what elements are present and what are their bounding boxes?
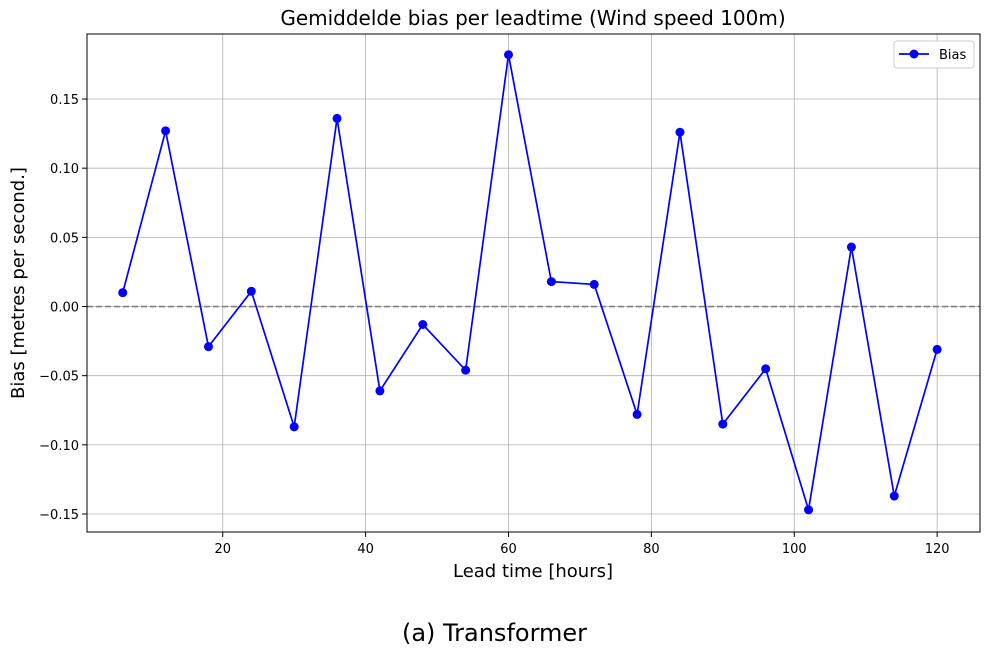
y-tick-label: −0.05 bbox=[39, 370, 79, 385]
data-point bbox=[804, 505, 814, 515]
data-point bbox=[718, 419, 728, 429]
data-point bbox=[846, 242, 856, 252]
data-point bbox=[289, 422, 299, 432]
x-axis-ticks: 20 40 60 80 100 120 bbox=[214, 532, 950, 557]
data-point bbox=[418, 320, 428, 329]
x-tick-label: 40 bbox=[357, 542, 374, 557]
legend-marker-bias bbox=[909, 49, 919, 59]
data-point bbox=[375, 386, 385, 396]
data-point bbox=[461, 365, 471, 375]
y-tick-label: 0.15 bbox=[50, 93, 79, 108]
data-point bbox=[246, 286, 256, 296]
data-point bbox=[332, 113, 342, 123]
data-point bbox=[889, 491, 899, 501]
figure-caption: (a) Transformer bbox=[401, 619, 588, 647]
data-point bbox=[589, 279, 599, 289]
data-point bbox=[675, 127, 685, 137]
x-tick-label: 20 bbox=[214, 542, 231, 557]
data-point bbox=[932, 344, 942, 354]
plot-frame bbox=[86, 33, 981, 533]
x-tick-label: 80 bbox=[643, 542, 660, 557]
legend-label-bias: Bias bbox=[939, 48, 966, 63]
x-tick-label: 60 bbox=[500, 542, 517, 557]
y-tick-label: 0.05 bbox=[50, 231, 79, 246]
y-tick-label: −0.10 bbox=[39, 439, 79, 454]
data-point bbox=[761, 364, 771, 374]
y-axis-label: Bias [metres per second.] bbox=[8, 167, 29, 399]
data-point bbox=[161, 126, 171, 136]
x-axis-label: Lead time [hours] bbox=[453, 561, 613, 582]
y-tick-label: −0.15 bbox=[39, 508, 79, 523]
x-tick-label: 120 bbox=[925, 542, 950, 557]
legend-frame bbox=[893, 40, 975, 69]
y-axis-ticks: −0.15 −0.10 −0.05 0.00 0.05 0.10 0.15 bbox=[39, 93, 87, 523]
series-line bbox=[121, 54, 938, 511]
data-point bbox=[203, 342, 213, 352]
chart: Gemiddelde bias per leadtime (Wind speed… bbox=[8, 6, 981, 582]
y-tick-label: 0.00 bbox=[50, 301, 79, 316]
series-bias bbox=[118, 50, 942, 515]
grid bbox=[87, 34, 980, 532]
data-point bbox=[118, 288, 128, 298]
data-point bbox=[503, 50, 513, 60]
x-tick-label: 100 bbox=[782, 542, 807, 557]
data-point bbox=[546, 277, 556, 287]
y-tick-label: 0.10 bbox=[50, 162, 79, 177]
chart-title: Gemiddelde bias per leadtime (Wind speed… bbox=[280, 6, 785, 30]
legend: Bias bbox=[893, 40, 975, 69]
data-point bbox=[632, 409, 642, 419]
